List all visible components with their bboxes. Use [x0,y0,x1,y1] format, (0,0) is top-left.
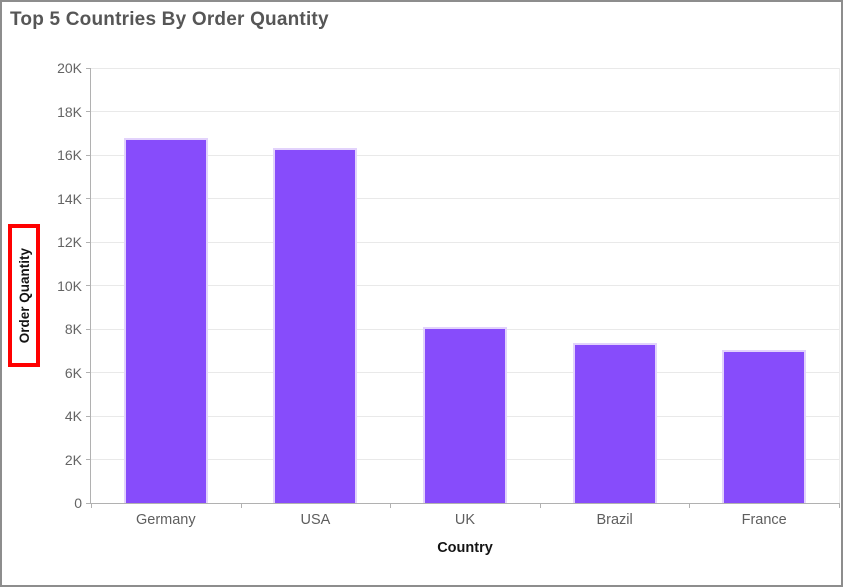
x-tick-mark [839,503,840,508]
y-tick-label: 0 [74,495,82,511]
y-axis-title: Order Quantity [16,247,32,344]
y-tick-label: 16K [57,147,82,163]
y-tick-label: 6K [64,364,82,381]
x-tick-mark [241,503,242,508]
y-tick-mark [86,285,91,286]
y-axis-title-highlight-box: Order Quantity [8,224,40,367]
x-tick-mark [390,503,391,508]
y-tick-mark [86,198,91,199]
y-tick-mark [86,372,91,373]
x-tick-label: Germany [135,512,196,528]
bar-france[interactable] [722,349,807,503]
y-gridline [91,67,839,69]
x-tick-mark [540,503,541,508]
y-tick-label: 18K [57,103,82,120]
x-tick-mark [91,503,92,508]
y-tick-label: 8K [64,321,82,337]
x-tick-mark [689,503,690,508]
y-gridline [91,285,839,286]
x-axis-title: Country [437,540,493,556]
y-tick-label: 2K [64,451,82,468]
y-gridline [91,154,839,156]
x-tick-label: France [741,512,787,528]
y-tick-mark [86,154,91,156]
y-tick-label: 4K [64,408,82,424]
y-gridline [91,198,839,199]
x-tick-label: Brazil [596,512,633,528]
y-tick-label: 12K [57,234,82,250]
y-tick-label: 20K [57,60,82,76]
bar-uk[interactable] [423,326,507,503]
y-tick-mark [86,328,91,330]
y-tick-label: 14K [57,190,82,207]
x-tick-label: USA [300,512,331,528]
y-gridline [91,241,839,243]
x-tick-label: UK [454,512,476,528]
y-tick-mark [86,241,91,243]
y-gridline [91,111,839,112]
y-tick-mark [86,111,91,112]
y-tick-mark [86,415,91,417]
bar-brazil[interactable] [572,343,657,503]
chart-title: Top 5 Countries By Order Quantity [10,9,329,30]
bar-germany[interactable] [123,137,208,503]
plot-area: Country 0 2K 4K 6K 8K 10K 12K 14K 16K 18K 20K Germa… [57,60,840,556]
bar-usa[interactable] [273,148,358,503]
y-tick-mark [86,459,91,460]
y-tick-mark [86,502,91,504]
y-tick-mark [86,67,91,69]
y-tick-label: 10K [57,277,82,294]
